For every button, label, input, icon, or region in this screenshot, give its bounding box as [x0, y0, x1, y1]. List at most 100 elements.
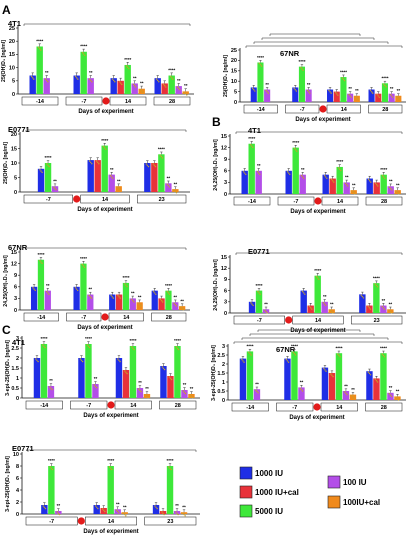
data-point [339, 356, 341, 358]
y-tick-label: 0 [14, 190, 17, 196]
bar [37, 168, 45, 192]
data-point [330, 373, 332, 375]
data-point [376, 93, 378, 96]
data-point [128, 67, 130, 70]
bar [43, 78, 50, 94]
data-point [326, 177, 328, 179]
significance-bracket [27, 449, 197, 452]
significance-bracket [25, 247, 187, 250]
y-axis-label: 24,25(OH)₂D₃ [ng/ml] [213, 259, 219, 311]
data-point [132, 300, 134, 302]
data-point [88, 78, 91, 80]
significance-star: ** [184, 83, 188, 88]
data-point [367, 371, 370, 373]
data-point [105, 148, 107, 150]
bar [122, 282, 130, 310]
data-point [82, 265, 85, 267]
data-point [87, 345, 90, 347]
x-category-box [153, 96, 191, 106]
data-point [383, 83, 385, 85]
data-point [286, 171, 289, 173]
data-point [329, 91, 331, 93]
data-point [140, 390, 142, 393]
significance-star: **** [122, 275, 129, 280]
data-point [368, 307, 371, 309]
x-category-box [233, 196, 271, 206]
calcitriol-marker [101, 313, 109, 321]
data-point [162, 83, 165, 86]
significance-star: **** [85, 336, 92, 341]
data-point [110, 294, 112, 297]
bar [328, 373, 336, 400]
data-point [341, 77, 344, 79]
data-point [168, 376, 171, 378]
data-point [167, 184, 170, 187]
panel-letter-c: C [2, 323, 11, 337]
data-point [41, 262, 43, 265]
data-point [258, 292, 260, 294]
data-point [155, 293, 157, 295]
data-point [317, 277, 319, 279]
data-point [176, 86, 179, 88]
data-point [111, 468, 113, 471]
data-point [110, 467, 112, 469]
data-point [98, 163, 100, 165]
data-point [300, 66, 302, 69]
y-tick-label: 2 [222, 362, 225, 368]
data-point [295, 149, 297, 151]
data-point [177, 513, 179, 516]
data-point [178, 87, 180, 90]
data-point [75, 288, 78, 290]
bar [307, 305, 314, 313]
x-axis-label: Days of experiment [289, 415, 344, 421]
bar [33, 358, 41, 398]
data-point [325, 176, 327, 178]
x-tick-label: -7 [86, 403, 91, 409]
significance-star: **** [335, 346, 342, 351]
data-point [296, 150, 298, 152]
data-point [353, 397, 355, 399]
data-point [44, 78, 47, 80]
y-tick-label: 1 [16, 376, 19, 382]
data-point [118, 512, 120, 514]
bar [298, 387, 305, 400]
y-tick-label: 1 [222, 380, 225, 386]
data-point [119, 297, 121, 299]
y-tick-label: 9 [224, 157, 227, 163]
significance-bracket [23, 23, 191, 26]
data-point [362, 297, 365, 299]
data-point [328, 89, 330, 92]
data-point [160, 155, 163, 158]
x-tick-label: 23 [374, 318, 380, 324]
data-point [347, 185, 349, 187]
data-point [250, 354, 252, 356]
x-tick-label: -7 [49, 519, 54, 525]
data-point [133, 301, 135, 303]
data-point [382, 354, 385, 357]
data-point [369, 374, 372, 376]
data-point [51, 468, 54, 471]
data-point [86, 344, 89, 346]
data-point [176, 347, 179, 349]
significance-star: ** [46, 283, 50, 288]
x-category-box [326, 104, 361, 114]
data-point [94, 385, 97, 387]
data-point [293, 87, 295, 90]
legend-label: 1000 IU [255, 469, 283, 478]
data-point [258, 62, 261, 65]
data-point [287, 361, 290, 363]
data-point [292, 351, 295, 354]
data-point [46, 290, 48, 293]
bar [80, 263, 87, 310]
y-tick-label: 15 [11, 250, 17, 256]
data-point [50, 387, 52, 389]
bar [381, 83, 388, 102]
significance-star: ** [355, 88, 359, 93]
data-point [91, 163, 93, 165]
bar [122, 370, 130, 398]
data-point [340, 169, 342, 172]
data-point [303, 292, 305, 294]
bar [44, 163, 52, 192]
y-tick-label: 12 [221, 145, 227, 151]
